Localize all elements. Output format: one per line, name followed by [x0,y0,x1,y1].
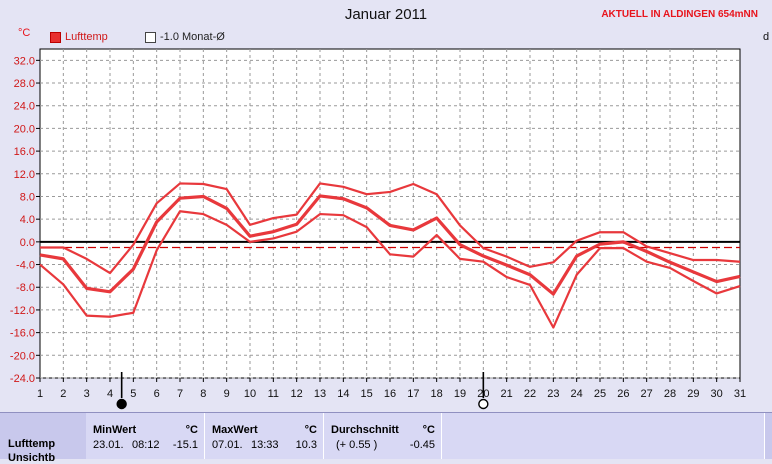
y-tick-label: -4.0 [16,260,35,272]
y-tick-label: 0.0 [20,237,35,249]
y-tick-label: -24.0 [10,373,35,385]
x-tick-label: 12 [291,388,303,400]
series-line-max [40,182,741,275]
min-unit: °C [185,424,198,436]
y-unit-label: °C [18,27,31,39]
right-edge-letter: d [763,31,770,43]
max-time: 13:33 [251,439,279,451]
x-tick-label: 23 [547,388,559,400]
y-tick-label: -20.0 [10,350,35,362]
x-tick-label: 4 [107,388,113,400]
x-tick-label: 3 [84,388,90,400]
x-tick-label: 15 [361,388,373,400]
moon-full-icon [116,398,127,410]
max-header: MaxWert [212,424,258,436]
min-value: -15.1 [172,439,198,451]
x-tick-label: 7 [177,388,183,400]
min-header: MinWert [93,424,137,436]
avg-delta: (+ 0.55 ) [336,439,378,451]
y-tick-label: 16.0 [14,146,35,158]
x-tick-label: 6 [154,388,160,400]
stats-empty-cell [442,413,765,459]
x-axis-ticks: 1234567891011121314151617181920212223242… [37,378,746,400]
x-tick-label: 13 [314,388,326,400]
x-tick-label: 26 [617,388,629,400]
stats-row-label: Lufttemp [8,438,56,450]
series-group [39,182,741,329]
y-tick-label: -8.0 [16,282,35,294]
legend-item-lufttemp[interactable]: Lufttemp [50,31,108,43]
stats-min-cell: MinWert °C 23.01. 08:12 -15.1 [86,413,205,459]
series-line-min [39,210,741,329]
min-time: 08:12 [132,439,160,451]
stats-max-cell: MaxWert °C 07.01. 13:33 10.3 [205,413,324,459]
x-tick-label: 2 [60,388,66,400]
grid-lines [40,49,740,379]
legend-swatch-red [50,31,61,43]
legend-swatch-outline [145,31,156,43]
x-tick-label: 29 [687,388,699,400]
max-unit: °C [304,424,317,436]
y-tick-label: 32.0 [14,55,35,67]
min-date: 23.01. [93,439,124,451]
x-tick-label: 21 [501,388,513,400]
legend-label: Lufttemp [65,31,108,43]
x-tick-label: 22 [524,388,536,400]
series-line-mittel [39,194,741,296]
max-value: 10.3 [295,439,317,451]
avg-unit: °C [422,424,435,436]
x-tick-label: 30 [711,388,723,400]
x-tick-label: 5 [130,388,136,400]
x-tick-label: 27 [641,388,653,400]
x-tick-label: 17 [407,388,419,400]
stats-panel: MinWert °C 23.01. 08:12 -15.1 MaxWert °C… [0,412,772,459]
y-tick-label: 12.0 [14,169,35,181]
y-axis-ticks: 32.0 28.0 24.0 20.0 16.0 12.0 8.0 4.0 0.0 -4.0 -8.… [10,55,40,385]
x-tick-label: 28 [664,388,676,400]
x-tick-label: 1 [37,388,43,400]
x-tick-label: 11 [268,388,279,400]
x-tick-label: 19 [454,388,466,400]
y-tick-label: -12.0 [10,305,35,317]
y-tick-label: 28.0 [14,78,35,90]
stats-row-label-2: Unsichtb [8,452,56,464]
x-tick-label: 24 [571,388,583,400]
avg-header: Durchschnitt [331,424,399,436]
chart-title: Januar 2011 [344,6,428,23]
x-tick-label: 18 [431,388,443,400]
y-tick-label: 24.0 [14,101,35,113]
x-tick-label: 16 [384,388,396,400]
y-tick-label: -16.0 [10,328,35,340]
x-tick-label: 8 [200,388,206,400]
x-tick-label: 10 [244,388,256,400]
max-date: 07.01. [212,439,243,451]
station-status: AKTUELL IN ALDINGEN 654mNN [601,9,758,20]
chart-canvas: 32.0 28.0 24.0 20.0 16.0 12.0 8.0 4.0 0.0 -4.0 -8.… [9,48,747,410]
y-tick-label: 4.0 [20,214,35,226]
y-tick-label: 20.0 [14,123,35,135]
avg-value: -0.45 [409,439,435,451]
x-tick-label: 14 [337,388,349,400]
x-tick-label: 31 [734,388,746,400]
legend-label: -1.0 Monat-Ø [160,31,225,43]
moon-new-icon [478,398,489,410]
y-tick-label: 8.0 [20,191,35,203]
x-tick-label: 9 [224,388,230,400]
stats-avg-cell: Durchschnitt °C (+ 0.55 ) -0.45 [324,413,442,459]
legend-item-monat[interactable]: -1.0 Monat-Ø [145,31,225,43]
x-tick-label: 25 [594,388,606,400]
day-markers [116,372,489,410]
